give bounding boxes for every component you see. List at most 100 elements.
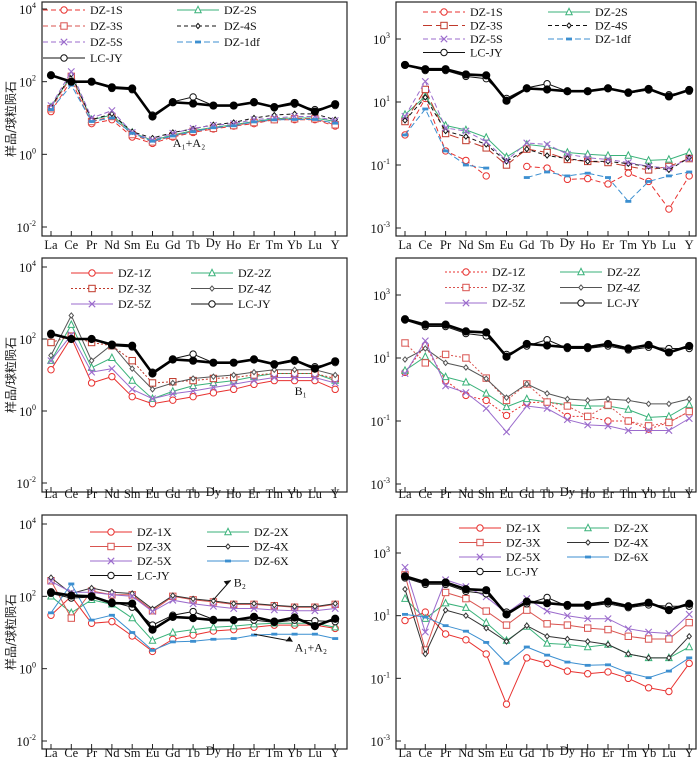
legend-label: DZ-1S	[90, 3, 123, 17]
data-point-DZ-3X-Dy	[563, 621, 572, 629]
data-point-DZ-2X-Gd	[168, 627, 177, 636]
data-point-LC-JY-bold-La	[46, 588, 56, 597]
data-point-DZ-4Z-Tm	[625, 397, 632, 404]
legend-marker	[60, 38, 68, 46]
data-point-DZ-4Z-Ho	[230, 371, 237, 379]
data-point-DZ-4S-La	[402, 117, 408, 124]
data-point-DZ-4Z-Yb	[645, 400, 652, 408]
legend-item-DZ-1X: DZ-1X	[90, 525, 172, 539]
legend-label: DZ-4X	[254, 540, 289, 554]
data-point-LC-JY-bold-Ce	[421, 65, 430, 74]
data-point-DZ-3X-Ce	[67, 614, 75, 622]
data-point-DZ-5Z-Y	[331, 379, 339, 387]
legend-label: DZ-5Z	[118, 297, 151, 311]
plot-frame	[41, 257, 348, 493]
data-point-DZ-4X-Lu	[312, 603, 318, 610]
x-tick-label-Sm: Sm	[478, 238, 495, 252]
data-point-DZ-3Z-Er	[604, 401, 612, 409]
x-tick-label-Tm: Tm	[266, 487, 284, 501]
data-point-DZ-6X-Sm	[129, 631, 136, 634]
data-point-DZ-3X-Er	[604, 625, 612, 634]
data-point-LC-JY-bold-Pr	[441, 578, 450, 587]
data-point-DZ-5S-Nd	[108, 106, 116, 115]
series-DZ-1df	[48, 83, 339, 143]
legend-label: DZ-1Z	[492, 265, 525, 279]
data-point-DZ-4Z-Pr	[442, 359, 449, 367]
y-tick-label: 10-2	[16, 733, 36, 749]
data-point-DZ-5Z-Lu	[311, 373, 319, 382]
plot-frame	[395, 514, 697, 750]
plot-frame	[41, 514, 348, 750]
plot-frame	[395, 1, 697, 237]
data-point-DZ-2Z-Tm	[624, 404, 633, 413]
legend-marker	[60, 54, 68, 62]
x-tick-label-Eu: Eu	[146, 238, 161, 252]
chart-panel-panel-c-left: 104 102 100 10-2 La Ce Pr Nd Sm Eu Gd Tb Dy Ho Er Tm Yb L…	[3, 514, 348, 760]
legend-label: DZ-4S	[595, 19, 628, 33]
data-point-LC-JY-bold-Yb	[644, 84, 653, 94]
x-tick-label-Eu: Eu	[500, 746, 515, 760]
series-line-DZ-3Z	[404, 342, 690, 427]
data-point-LC-JY-bold-La	[400, 572, 410, 581]
data-point-DZ-4S-Nd	[109, 110, 115, 118]
data-point-DZ-4X-Y	[332, 600, 339, 607]
data-point-LC-JY-bold-Sm	[128, 599, 137, 608]
data-point-LC-JY-bold-Tb	[189, 99, 198, 108]
data-point-DZ-5Z-Dy	[563, 416, 571, 424]
data-point-DZ-2S-Lu	[664, 154, 673, 163]
data-point-DZ-4S-Gd	[523, 145, 530, 153]
x-tick-label-Er: Er	[602, 238, 615, 252]
y-tick-label: 10-1	[370, 157, 390, 173]
y-tick-label: 10-3	[370, 733, 390, 749]
data-point-DZ-5Z-Dy	[209, 383, 217, 392]
legend-marker	[225, 559, 231, 563]
data-point-DZ-6X-Pr	[442, 624, 449, 628]
data-point-DZ-1df-Nd	[462, 163, 469, 167]
x-tick-label-Gd: Gd	[165, 746, 181, 760]
annotation-label: A₁+A₂	[173, 136, 205, 150]
data-point-DZ-4X-Pr	[88, 584, 95, 592]
data-point-LC-JY-bold-Tb	[543, 85, 552, 94]
data-point-DZ-5Z-Y	[685, 414, 693, 423]
legend-label: DZ-1S	[470, 5, 503, 19]
data-point-DZ-1X-Eu	[502, 700, 511, 708]
data-point-DZ-6X-Tm	[271, 632, 278, 636]
data-point-LC-JY-bold-Tm	[270, 360, 279, 369]
data-point-LC-JY-bold-Ho	[583, 87, 592, 96]
data-point-DZ-1Z-Er	[604, 417, 612, 425]
data-point-DZ-1df-Yb	[291, 118, 298, 121]
data-point-DZ-5Z-Nd	[462, 388, 470, 397]
data-point-DZ-6X-Er	[605, 663, 611, 667]
data-point-DZ-3X-Sm	[482, 607, 490, 615]
data-point-LC-JY-bold-Eu	[502, 352, 511, 361]
legend-label: DZ-1X	[137, 525, 172, 539]
data-point-LC-JY-bold-Tm	[624, 344, 633, 353]
x-tick-label-Y: Y	[331, 746, 340, 760]
x-tick-label-Er: Er	[602, 746, 615, 760]
data-point-LC-JY-bold-Er	[249, 98, 259, 107]
x-tick-label-Ce: Ce	[64, 238, 78, 252]
x-tick-label-Er: Er	[602, 487, 615, 501]
data-point-LC-JY-bold-Ce	[421, 578, 430, 587]
data-point-DZ-2Z-Lu	[664, 411, 673, 420]
data-point-LC-JY-Tb	[189, 93, 197, 101]
legend-label: DZ-5Z	[492, 296, 525, 310]
legend-marker	[223, 527, 233, 536]
x-tick-label-Pr: Pr	[440, 487, 452, 501]
y-axis-label: 样品/球粒陨石	[3, 594, 18, 670]
data-point-DZ-6X-Nd	[462, 629, 469, 633]
data-point-DZ-4X-Gd	[169, 592, 176, 599]
data-point-LC-JY-bold-Tm	[270, 102, 279, 112]
x-tick-label-Nd: Nd	[458, 487, 474, 501]
data-point-DZ-4Z-Ho	[584, 397, 591, 404]
legend-label: DZ-1df	[224, 35, 260, 49]
data-point-LC-JY-bold-Tm	[624, 602, 633, 611]
series-DZ-4X	[402, 585, 693, 662]
legend-item-LC-JY: LC-JY	[43, 51, 123, 65]
data-point-DZ-1X-Er	[604, 668, 612, 676]
data-point-DZ-5X-Dy	[563, 612, 571, 620]
data-point-DZ-3Z-Eu	[148, 379, 157, 387]
x-tick-label-Tm: Tm	[266, 746, 284, 760]
data-point-DZ-5S-Sm	[482, 138, 490, 146]
legend-marker	[60, 22, 68, 30]
